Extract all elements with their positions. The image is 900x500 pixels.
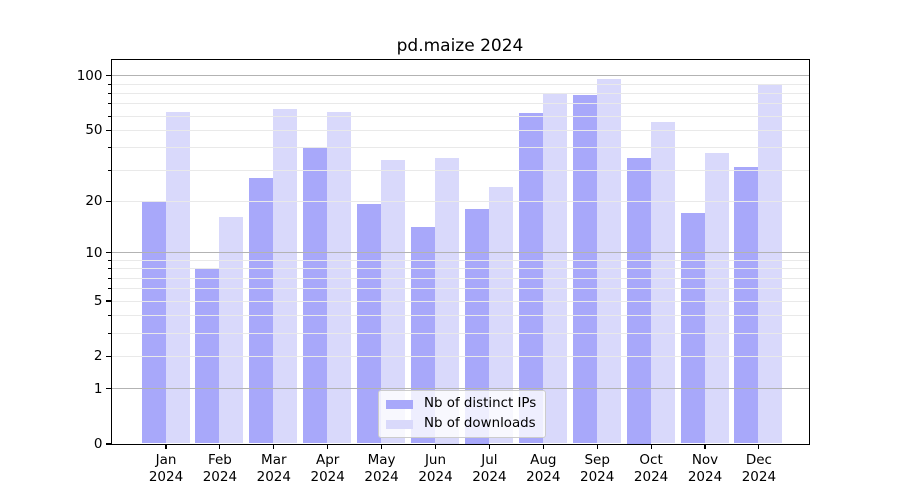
bar-feb-downloads [219,217,244,444]
minor-gridline [111,300,809,302]
y-tick-label: 20 [85,193,103,210]
major-gridline [111,252,809,254]
bar-may-ips [357,204,382,444]
bar-jan-downloads [165,111,190,444]
minor-gridline [111,169,809,171]
y-tick-mark [105,75,111,77]
x-tick-mark [758,444,760,449]
x-tick-mark [650,444,652,449]
x-tick-mark [219,444,221,449]
bar-mar-ips [249,177,274,444]
x-tick-mark [488,444,490,449]
legend-label: Nb of downloads [424,416,536,431]
plot-area [110,58,810,445]
minor-gridline [111,288,809,290]
bar-dec-downloads [758,85,783,444]
x-tick-label: Mar 2024 [256,452,291,485]
minor-gridline [111,103,809,105]
y-tick-mark [105,300,111,302]
legend-swatch-downloads [386,419,413,429]
y-minor-tick-mark [107,332,111,334]
minor-gridline [111,129,809,131]
y-tick-label: 2 [93,348,103,365]
y-tick-label: 10 [85,244,103,261]
legend-row: Nb of distinct IPs [386,397,536,411]
minor-gridline [111,332,809,334]
x-tick-mark [596,444,598,449]
x-tick-mark [165,444,167,449]
y-minor-tick-mark [107,115,111,117]
x-tick-mark [381,444,383,449]
x-tick-mark [273,444,275,449]
y-tick-mark [105,129,111,131]
minor-gridline [111,92,809,94]
y-tick-label: 1 [93,380,103,397]
x-tick-label: Nov 2024 [687,452,723,485]
bar-apr-ips [303,147,328,444]
minor-gridline [111,259,809,261]
x-tick-mark [434,444,437,449]
bar-nov-ips [680,212,705,444]
y-tick-label: 0 [93,436,103,452]
y-tick-mark [105,443,111,445]
y-minor-tick-mark [107,169,111,171]
y-tick-mark [105,355,111,357]
minor-gridline [111,200,809,202]
chart-title: pd.maize 2024 [396,36,524,56]
x-tick-label: Feb 2024 [202,452,238,485]
minor-gridline [111,83,809,85]
bar-dec-ips [734,166,759,444]
y-tick-mark [105,388,111,390]
y-tick-label: 5 [93,293,103,309]
x-tick-label: Aug 2024 [526,452,561,485]
x-tick-label: Oct 2024 [633,452,669,485]
minor-gridline [111,147,809,149]
bar-aug-downloads [542,92,567,444]
y-minor-tick-mark [107,147,111,149]
x-tick-label: Dec 2024 [741,452,777,485]
bar-mar-downloads [273,109,298,444]
x-tick-mark [327,444,329,449]
legend-swatch-ips [386,399,413,409]
x-tick-label: Jan 2024 [148,452,184,485]
minor-gridline [111,315,809,317]
y-tick-label: 100 [76,67,103,84]
minor-gridline [111,268,809,270]
y-minor-tick-mark [107,92,111,94]
y-minor-tick-mark [107,268,111,270]
minor-gridline [111,115,809,117]
y-minor-tick-mark [107,103,111,105]
x-tick-label: May 2024 [364,452,399,485]
y-minor-tick-mark [107,277,111,279]
bar-nov-downloads [704,153,729,444]
legend-row: Nb of downloads [386,417,536,431]
y-minor-tick-mark [107,315,111,317]
x-tick-mark [704,444,706,449]
legend: Nb of distinct IPs Nb of downloads [378,390,547,438]
x-tick-label: Jun 2024 [418,452,453,485]
major-gridline [111,75,809,77]
x-tick-label: Apr 2024 [310,452,345,485]
major-gridline [111,388,809,390]
bar-sep-downloads [596,79,621,444]
y-minor-tick-mark [107,259,111,261]
y-minor-tick-mark [107,288,111,290]
bar-jan-ips [141,200,166,444]
y-tick-mark [105,252,111,254]
x-tick-mark [542,444,544,449]
y-minor-tick-mark [107,83,111,85]
minor-gridline [111,355,809,357]
bar-apr-downloads [327,111,352,444]
y-tick-label: 50 [85,122,103,139]
minor-gridline [111,277,809,279]
y-tick-mark [105,200,111,202]
x-tick-label: Sep 2024 [580,452,615,485]
x-tick-label: Jul 2024 [472,452,507,485]
legend-label: Nb of distinct IPs [424,396,537,411]
bar-oct-downloads [650,122,675,444]
